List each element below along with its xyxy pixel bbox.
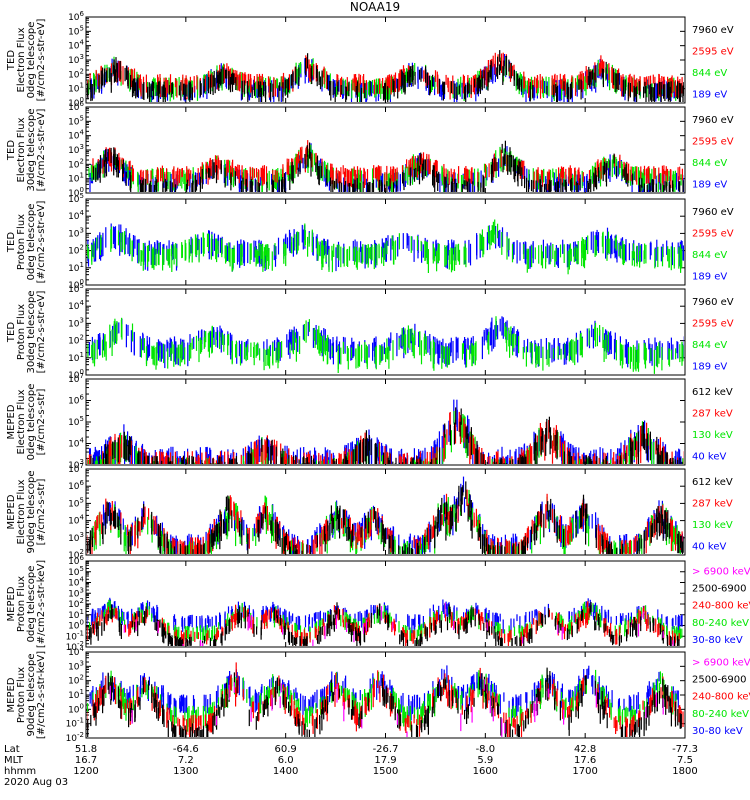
legend-entry: 2595 eV: [692, 136, 734, 147]
legend-entry: 2595 eV: [692, 46, 734, 57]
y-axis-label: 0deg telescope: [26, 22, 37, 99]
y-axis-label: TED: [6, 140, 17, 161]
y-tick-label: 103: [68, 143, 84, 156]
y-tick-label: 101: [68, 172, 84, 185]
data-marks: [87, 316, 684, 374]
y-tick-label: 103: [68, 226, 84, 239]
legend-entry: 287 keV: [692, 408, 733, 419]
y-axis-label: TED: [6, 232, 17, 253]
y-tick-label: 106: [68, 394, 84, 407]
legend-entry: 612 keV: [692, 387, 733, 398]
y-axis-label: Electron Flux: [16, 389, 27, 454]
y-tick-label: 104: [68, 299, 84, 312]
legend-entry: 189 eV: [692, 89, 727, 100]
y-tick-label: 106: [68, 10, 84, 23]
legend-entry: 7960 eV: [692, 297, 734, 308]
y-axis-label: 30deg telescope: [26, 108, 37, 191]
y-tick-label: 102: [68, 334, 84, 347]
y-tick-label: 102: [68, 244, 84, 257]
y-tick-label: 105: [68, 282, 84, 295]
legend-entry: 844 eV: [692, 250, 727, 261]
y-axis-label: 0deg telescope: [26, 384, 37, 461]
y-tick-label: 106: [68, 100, 84, 113]
data-marks: [88, 140, 684, 192]
y-tick-label: 103: [68, 316, 84, 329]
data-marks: [87, 50, 684, 102]
y-axis-label: [#/cm2-s-str-eV]: [36, 109, 47, 192]
y-tick-label: 101: [68, 82, 84, 95]
panel-5: 103 104 105 106 107 MEPED Electron Flux 0deg te…: [6, 372, 733, 471]
data-marks: [87, 399, 684, 464]
y-tick-label: 105: [68, 415, 84, 428]
y-axis-label: MEPED: [6, 404, 17, 439]
y-tick-label: 105: [68, 192, 84, 205]
series-black: [92, 140, 684, 192]
y-tick-label: 105: [68, 24, 84, 37]
y-axis-label: 0deg telescope: [26, 204, 37, 281]
panel-4: 100 101 102 103 104 105 TED Proton Flux 30deg te…: [6, 282, 734, 381]
y-tick-label: 103: [68, 458, 84, 471]
y-tick-label: 100: [68, 368, 84, 381]
legend-entry: 40 keV: [692, 451, 726, 462]
y-tick-label: 102: [68, 157, 84, 170]
y-axis-label: [#/cm2-s-str-eV]: [36, 19, 47, 102]
legend-entry: 844 eV: [692, 158, 727, 169]
series-green: [87, 316, 684, 374]
y-tick-label: 104: [68, 437, 84, 450]
y-tick-label: 101: [68, 261, 84, 274]
y-axis-label: TED: [6, 50, 17, 71]
y-axis-label: Proton Flux: [16, 304, 27, 360]
series-black: [87, 50, 684, 102]
series-green: [87, 219, 683, 275]
y-tick-label: 100: [68, 96, 84, 109]
y-tick-label: 102: [68, 67, 84, 80]
y-tick-label: 100: [68, 186, 84, 199]
legend-entry: 189 eV: [692, 361, 727, 372]
y-tick-label: 105: [68, 114, 84, 127]
series-black: [90, 407, 683, 464]
y-tick-label: 103: [68, 53, 84, 66]
legend-entry: 7960 eV: [692, 115, 734, 126]
y-tick-label: 100: [68, 278, 84, 291]
y-axis-label: [#/cm2-s-str-eV]: [36, 291, 47, 374]
legend-entry: 130 keV: [692, 430, 733, 441]
y-axis-label: 30deg telescope: [26, 290, 37, 373]
y-axis-label: [#/cm2-s-str-eV]: [36, 201, 47, 284]
y-axis-label: Electron Flux: [16, 117, 27, 182]
y-axis-label: [#/cm2-s-str]: [36, 388, 47, 455]
legend-entry: 2595 eV: [692, 228, 734, 239]
y-tick-label: 101: [68, 351, 84, 364]
page-title: NOAA19: [349, 0, 401, 14]
y-tick-label: 104: [68, 129, 84, 142]
y-axis-label: TED: [6, 322, 17, 343]
y-tick-label: 104: [68, 209, 84, 222]
legend-entry: 2595 eV: [692, 318, 734, 329]
y-tick-label: 107: [68, 372, 84, 385]
legend-entry: 7960 eV: [692, 207, 734, 218]
legend-entry: 7960 eV: [692, 25, 734, 36]
legend-entry: 844 eV: [692, 340, 727, 351]
panel-3: 100 101 102 103 104 105 TED Proton Flux 0deg tel…: [6, 192, 734, 291]
legend-entry: 189 eV: [692, 179, 727, 190]
legend-entry: 189 eV: [692, 271, 727, 282]
y-tick-label: 104: [68, 39, 84, 52]
y-axis-label: Proton Flux: [16, 214, 27, 270]
legend-entry: 844 eV: [692, 68, 727, 79]
data-marks: [87, 219, 684, 275]
y-axis-label: Electron Flux: [16, 27, 27, 92]
